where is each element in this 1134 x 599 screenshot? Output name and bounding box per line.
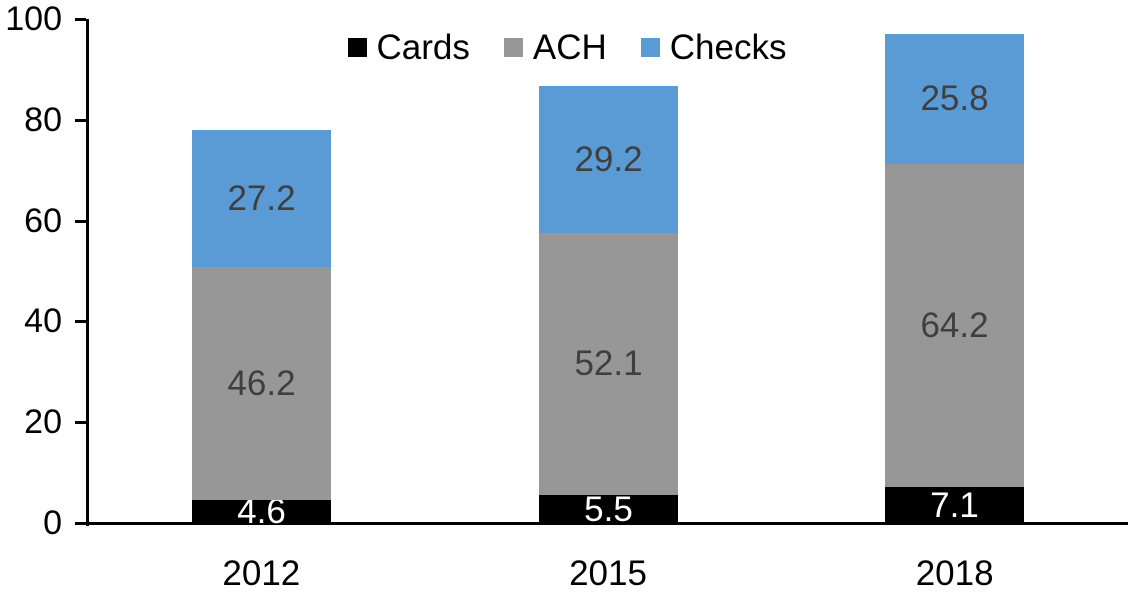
y-axis-tick-label: 60 [24,201,62,240]
bar-segment-value-label: 5.5 [584,489,633,529]
bar-segment-value-label: 46.2 [227,363,296,403]
y-axis-tick [75,219,86,223]
bar-segment-value-label: 64.2 [920,305,989,345]
legend-item-cards: Cards [347,28,470,67]
x-axis-line [86,522,1128,525]
legend-label: Cards [376,28,470,67]
bar-segment-checks-2012: 27.2 [192,129,331,267]
bar-segment-value-label: 25.8 [920,79,989,119]
bar-segment-value-label: 27.2 [227,178,296,218]
legend-item-ach: ACH [503,28,607,67]
bar-segment-cards-2018: 7.1 [885,487,1024,523]
x-axis-label-2012: 2012 [222,554,301,593]
bar-segment-value-label: 29.2 [574,139,643,179]
y-axis-tick [75,522,86,525]
bar-segment-ach-2012: 46.2 [192,266,331,500]
y-axis-tick-label: 0 [43,504,62,542]
bar-segment-cards-2012: 4.6 [192,494,331,529]
legend-item-checks: Checks [640,28,787,67]
y-axis-line [86,19,89,526]
x-axis-label-2015: 2015 [569,554,647,593]
x-axis-label-2018: 2018 [915,554,994,593]
y-axis-tick-label: 80 [24,100,62,139]
bar-segment-value-label: 7.1 [930,485,979,525]
y-axis-tick [75,118,86,122]
bar-segment-ach-2015: 52.1 [539,232,678,496]
legend-label: ACH [532,28,607,67]
bar-segment-cards-2015: 5.5 [539,492,678,527]
bar-segment-value-label: 52.1 [574,344,643,384]
y-axis-tick-label: 40 [24,302,62,341]
legend-swatch-ach-icon [503,38,523,57]
bar-segment-checks-2015: 29.2 [539,85,678,233]
legend-label: Checks [669,28,787,67]
y-axis-tick-label: 100 [5,0,62,38]
y-axis-tick [75,18,86,21]
y-axis-tick [75,421,86,425]
y-axis-tick-label: 20 [24,403,62,442]
bar-segment-checks-2018: 25.8 [885,33,1024,164]
bar-segment-ach-2018: 64.2 [885,163,1024,488]
y-axis-tick [75,320,86,324]
legend-swatch-cards-icon [347,38,367,57]
legend-swatch-checks-icon [640,38,660,57]
